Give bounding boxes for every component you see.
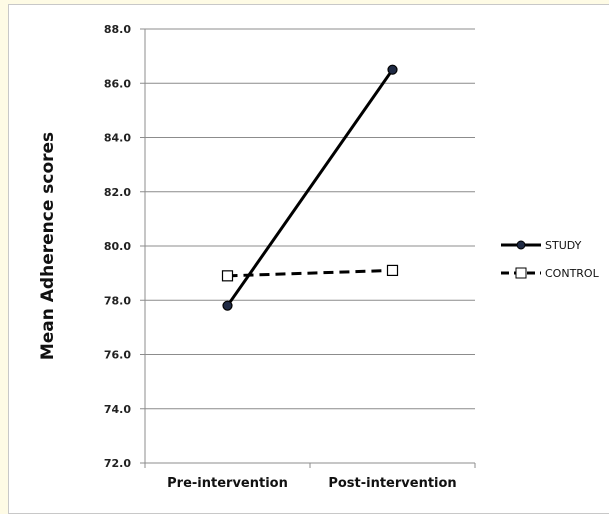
y-tick-label: 80.0 bbox=[104, 240, 131, 253]
legend-label: CONTROL bbox=[545, 267, 600, 280]
x-tick-labels: Pre-intervention Post-intervention bbox=[167, 476, 457, 491]
y-tick-label: 74.0 bbox=[104, 403, 131, 416]
y-tick-labels: 72.0 74.0 76.0 78.0 80.0 82.0 84.0 86.0 88.0 bbox=[104, 23, 131, 470]
y-tick-label: 76.0 bbox=[104, 349, 131, 362]
y-tick-label: 82.0 bbox=[104, 186, 131, 199]
y-tick-label: 88.0 bbox=[104, 23, 131, 36]
legend-label: STUDY bbox=[545, 239, 582, 252]
y-tick-label: 86.0 bbox=[104, 77, 131, 90]
data-point-control bbox=[386, 264, 399, 277]
y-axis-label: Mean Adherence scores bbox=[38, 132, 58, 360]
x-tick-label: Pre-intervention bbox=[167, 476, 288, 491]
data-point-control bbox=[221, 270, 234, 282]
series-line-control bbox=[227, 268, 393, 278]
legend-marker bbox=[516, 240, 526, 250]
legend: STUDY CONTROL bbox=[501, 239, 600, 280]
legend-item-control: CONTROL bbox=[501, 267, 600, 280]
y-tick-label: 84.0 bbox=[104, 132, 131, 145]
chart-frame: 72.0 74.0 76.0 78.0 80.0 82.0 84.0 86.0 88.0 Pre… bbox=[8, 4, 609, 514]
series-line-study bbox=[226, 68, 394, 307]
y-tick-label: 72.0 bbox=[104, 457, 131, 470]
series-lines bbox=[221, 64, 399, 311]
data-point-study bbox=[222, 300, 233, 311]
data-point-study bbox=[387, 64, 398, 75]
x-tick-label: Post-intervention bbox=[328, 476, 456, 491]
x-axis bbox=[144, 462, 476, 468]
y-tick-label: 78.0 bbox=[104, 294, 131, 307]
legend-marker bbox=[515, 267, 527, 279]
gridlines bbox=[140, 28, 475, 464]
adherence-line-chart: 72.0 74.0 76.0 78.0 80.0 82.0 84.0 86.0 88.0 Pre… bbox=[38, 23, 600, 491]
legend-item-study: STUDY bbox=[501, 239, 582, 252]
